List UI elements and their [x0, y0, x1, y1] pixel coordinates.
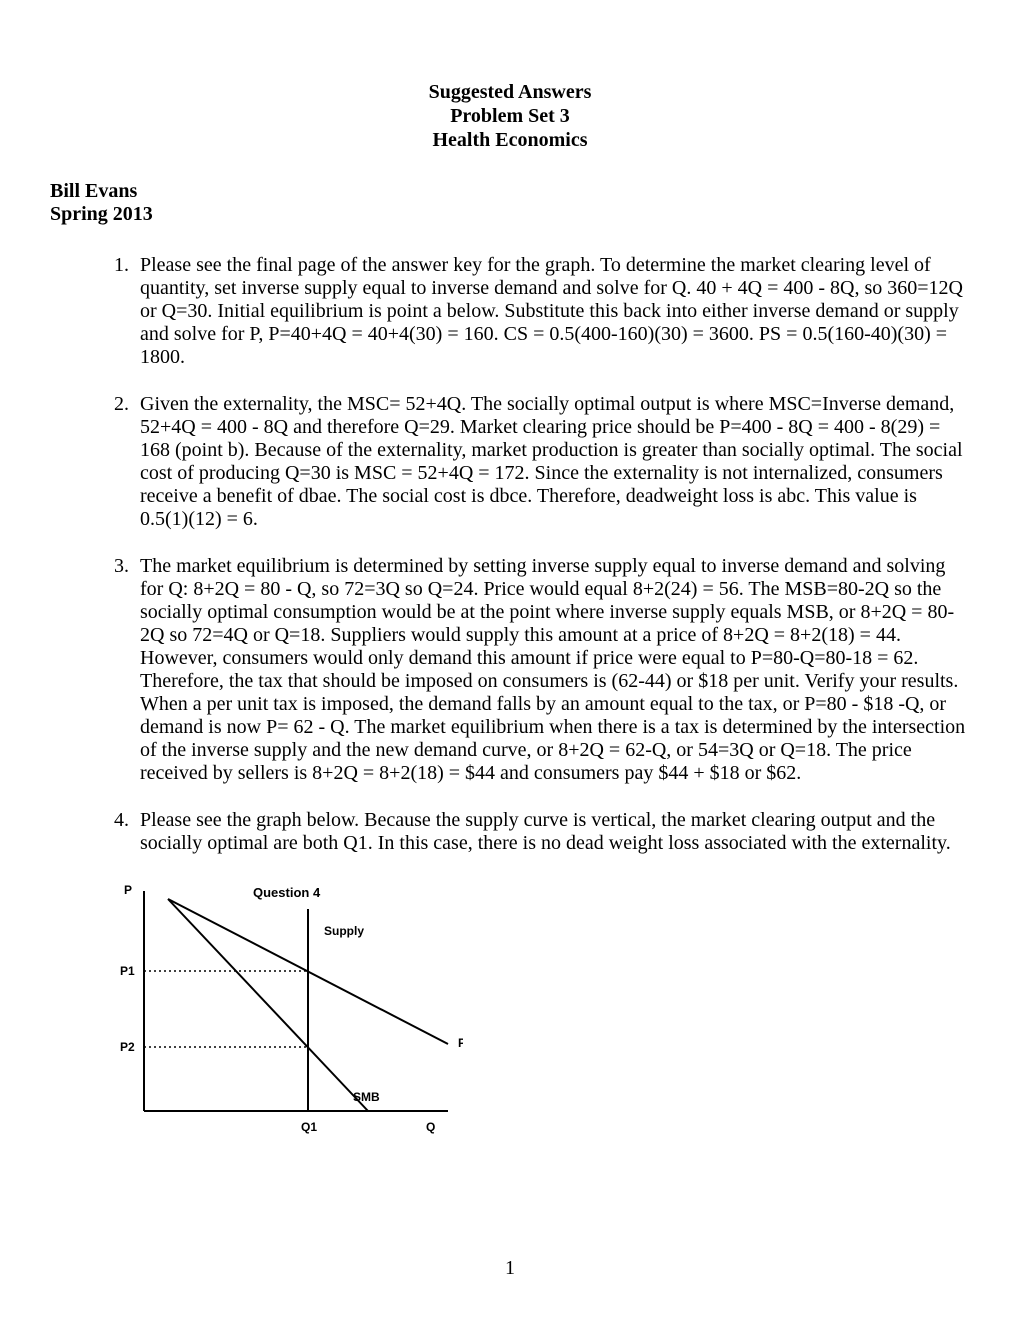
svg-text:P2: P2	[120, 1040, 135, 1054]
header-line-1: Suggested Answers	[50, 80, 970, 104]
svg-text:P1: P1	[120, 964, 135, 978]
svg-text:SMB: SMB	[353, 1090, 380, 1104]
header-line-3: Health Economics	[50, 128, 970, 152]
question4-svg: Question 4 Supply PMB SMB P1 P2 P Q1 Q	[108, 879, 463, 1149]
svg-text:Question 4: Question 4	[253, 885, 321, 900]
author-name: Bill Evans	[50, 180, 970, 203]
answer-item-2: Given the externality, the MSC= 52+4Q. T…	[134, 393, 970, 531]
answer-item-3: The market equilibrium is determined by …	[134, 555, 970, 785]
page-number: 1	[0, 1257, 1020, 1280]
author-term: Spring 2013	[50, 203, 970, 226]
svg-text:PMB: PMB	[458, 1036, 463, 1050]
svg-text:Q1: Q1	[301, 1120, 317, 1134]
answer-item-1: Please see the final page of the answer …	[134, 254, 970, 369]
svg-text:P: P	[124, 883, 132, 897]
answer-item-4: Please see the graph below. Because the …	[134, 809, 970, 855]
header-line-2: Problem Set 3	[50, 104, 970, 128]
document-header: Suggested Answers Problem Set 3 Health E…	[50, 80, 970, 152]
svg-text:Q: Q	[426, 1120, 435, 1134]
answers-list: Please see the final page of the answer …	[50, 254, 970, 855]
svg-text:Supply: Supply	[324, 924, 364, 938]
question4-graph: Question 4 Supply PMB SMB P1 P2 P Q1 Q	[108, 879, 970, 1155]
author-block: Bill Evans Spring 2013	[50, 180, 970, 226]
